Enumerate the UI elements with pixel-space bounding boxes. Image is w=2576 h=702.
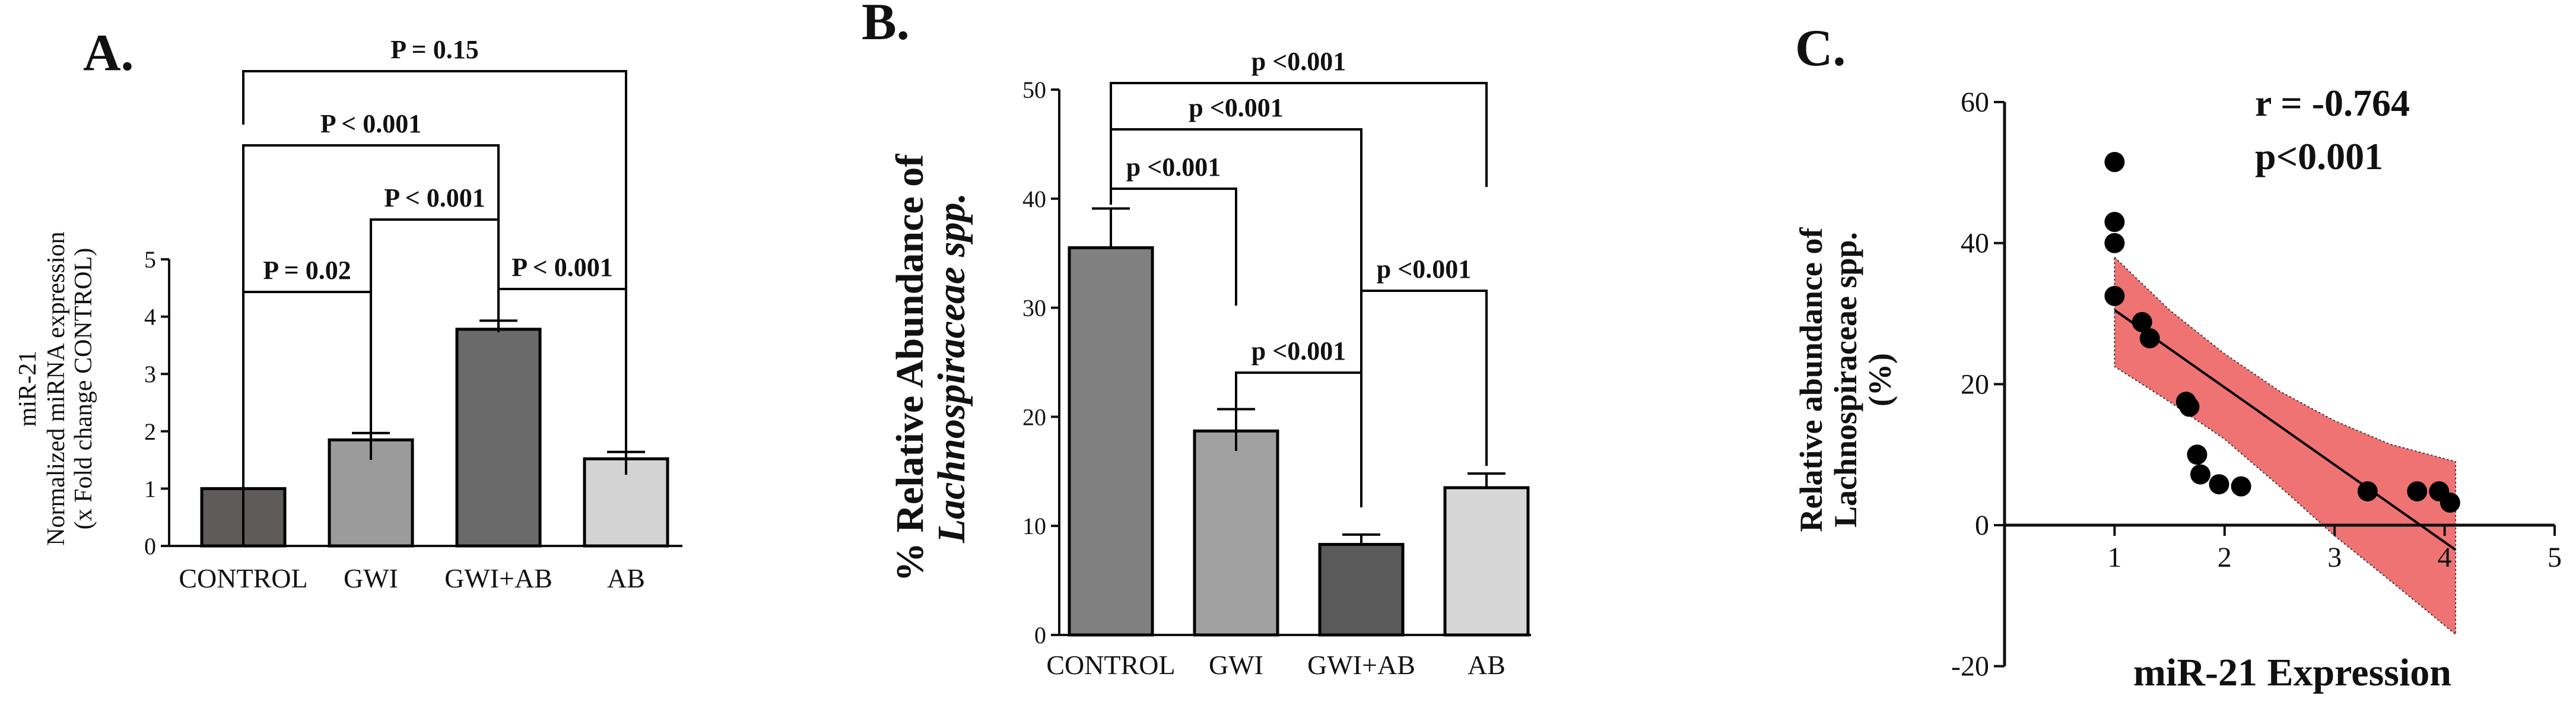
panel-a-ylabel-line-2: Normalized miRNA expression xyxy=(43,231,70,546)
panel-b-ylabel-line-2: Lachnospiraceae spp. xyxy=(930,193,973,544)
panel-a-significance-label: P < 0.001 xyxy=(384,183,485,212)
panel-a-significance-bracket xyxy=(370,218,500,332)
panel-c-ylabel-line-2: Lachnospiraceae spp. xyxy=(1828,232,1863,528)
panel-b-category-label: AB xyxy=(1468,650,1505,680)
panel-c-data-point xyxy=(2407,481,2428,501)
panel-c-data-point xyxy=(2104,285,2125,306)
panel-b-significance-bracket xyxy=(1110,82,1488,187)
panel-c-data-point xyxy=(2231,476,2251,497)
panel-c-data-point xyxy=(2357,481,2378,501)
panel-a-ylabel-line-1: miR-21 xyxy=(14,351,42,427)
panel-a-significance-label: P < 0.001 xyxy=(512,253,613,282)
panel-c-data-point xyxy=(2132,312,2152,332)
panel-c-letter: C. xyxy=(1795,20,1846,77)
panel-b-category-label: CONTROL xyxy=(1046,650,1175,680)
panel-c-y-tick-label: 0 xyxy=(1975,510,1989,541)
panel-b-bar xyxy=(1068,246,1154,637)
panel-c-ylabel-line-1: Relative abundance of xyxy=(1793,227,1829,532)
panel-b-y-tick-label: 20 xyxy=(1022,404,1046,430)
panel-c-data-point xyxy=(2104,152,2125,173)
panel-b-significance-label: p <0.001 xyxy=(1252,47,1346,76)
panel-c-regression-line xyxy=(2114,309,2457,551)
panel-a-significance-bracket xyxy=(242,144,500,546)
panel-a: A. miR-21 Normalized miRNA expression (x… xyxy=(14,24,682,593)
panel-a-y-tick-label: 0 xyxy=(144,533,156,560)
panel-c-y-tick-label: 20 xyxy=(1961,369,1989,400)
panel-b-bar xyxy=(1193,429,1279,637)
panel-a-letter: A. xyxy=(83,24,134,82)
panel-b-y-tick-label: 10 xyxy=(1022,513,1046,539)
panel-c-ylabel-line-3: (%) xyxy=(1862,353,1898,406)
panel-b-y-tick-label: 40 xyxy=(1022,186,1046,212)
panel-c-data-point xyxy=(2209,474,2229,495)
panel-c-x-tick-label: 3 xyxy=(2327,542,2342,573)
panel-b-bar xyxy=(1318,542,1405,637)
panel-c-data-point xyxy=(2104,212,2125,233)
panel-a-y-tick-label: 2 xyxy=(144,418,156,445)
panel-c-p-value: p<0.001 xyxy=(2255,135,2383,177)
panel-a-category-label: GWI+AB xyxy=(444,563,552,593)
panel-a-plot: 0 1 2 3 4 5 CONTROL GWI GWI+AB AB P = 0.02 P < 0.00… xyxy=(144,35,682,593)
panel-a-y-tick-label: 4 xyxy=(144,304,156,331)
panel-b-category-label: GWI+AB xyxy=(1307,650,1415,680)
panel-c-x-tick-label: 5 xyxy=(2548,542,2562,573)
panel-a-ylabel-line-3: (x Fold change CONTROL) xyxy=(70,248,97,530)
panel-b-significance-label: p <0.001 xyxy=(1377,255,1472,284)
panel-a-y-tick-label: 3 xyxy=(144,361,156,387)
panel-b-letter: B. xyxy=(862,0,910,51)
panel-b-y-tick-label: 30 xyxy=(1022,295,1046,322)
panel-c-r-value: r = -0.764 xyxy=(2255,82,2410,124)
panel-c-data-point xyxy=(2104,233,2125,253)
panel-b-significance-bracket xyxy=(1110,188,1237,306)
panel-a-bar xyxy=(455,328,542,548)
panel-a-y-tick-label: 5 xyxy=(144,246,156,273)
panel-b-y-tick-label: 0 xyxy=(1034,622,1046,649)
panel-c-y-tick-label: 60 xyxy=(1961,87,1989,118)
panel-c-data-point xyxy=(2187,444,2207,465)
panel-c-plot: -20 0 20 40 60 1 2 3 4 5 xyxy=(1951,87,2562,682)
panel-a-significance-label: P < 0.001 xyxy=(320,109,422,138)
panel-c-data-point xyxy=(2190,464,2211,485)
panel-c-x-tick-label: 4 xyxy=(2438,542,2452,573)
panel-b-significance-label: p <0.001 xyxy=(1189,93,1284,122)
panel-a-significance-bracket xyxy=(242,70,627,475)
panel-a-y-axis-label: miR-21 Normalized miRNA expression (x Fo… xyxy=(14,231,97,546)
panel-a-significance-label: P = 0.15 xyxy=(390,35,479,64)
panel-c-data-point xyxy=(2139,328,2160,349)
panel-c-data-point xyxy=(2179,396,2200,417)
panel-b-significance-label: p <0.001 xyxy=(1252,336,1346,366)
panel-a-category-label: CONTROL xyxy=(179,563,307,593)
panel-b-significance-label: p <0.001 xyxy=(1126,153,1221,182)
panel-a-significance-label: P = 0.02 xyxy=(263,256,351,285)
panel-b-plot: 0 10 20 30 40 50 CONTROL GWI GWI+AB AB p <0.001 p <… xyxy=(1022,47,1531,680)
panel-b-significance-bracket xyxy=(1360,290,1488,507)
panel-c: C. Relative abundance of Lachnospiraceae… xyxy=(1793,20,2562,694)
panel-c-x-tick-label: 2 xyxy=(2218,542,2232,573)
panel-c-x-tick-label: 1 xyxy=(2107,542,2121,573)
panel-c-confidence-band xyxy=(2114,256,2457,636)
panel-c-y-tick-label: 40 xyxy=(1961,228,1989,259)
panel-c-data-point xyxy=(2440,492,2460,513)
panel-c-y-tick-label: -20 xyxy=(1951,651,1989,682)
panel-b-y-tick-label: 50 xyxy=(1022,77,1046,103)
panel-a-y-tick-label: 1 xyxy=(144,475,156,502)
panel-c-x-axis-label: miR-21 Expression xyxy=(2133,651,2451,694)
panel-b-ylabel-line-1: % Relative Abundance of xyxy=(888,154,932,582)
panel-b-bar xyxy=(1443,486,1530,637)
panel-a-category-label: GWI xyxy=(344,563,398,593)
panel-b: B. % Relative Abundance of Lachnospirace… xyxy=(862,0,1531,680)
panel-b-category-label: GWI xyxy=(1209,650,1263,680)
panel-a-category-label: AB xyxy=(607,563,645,593)
